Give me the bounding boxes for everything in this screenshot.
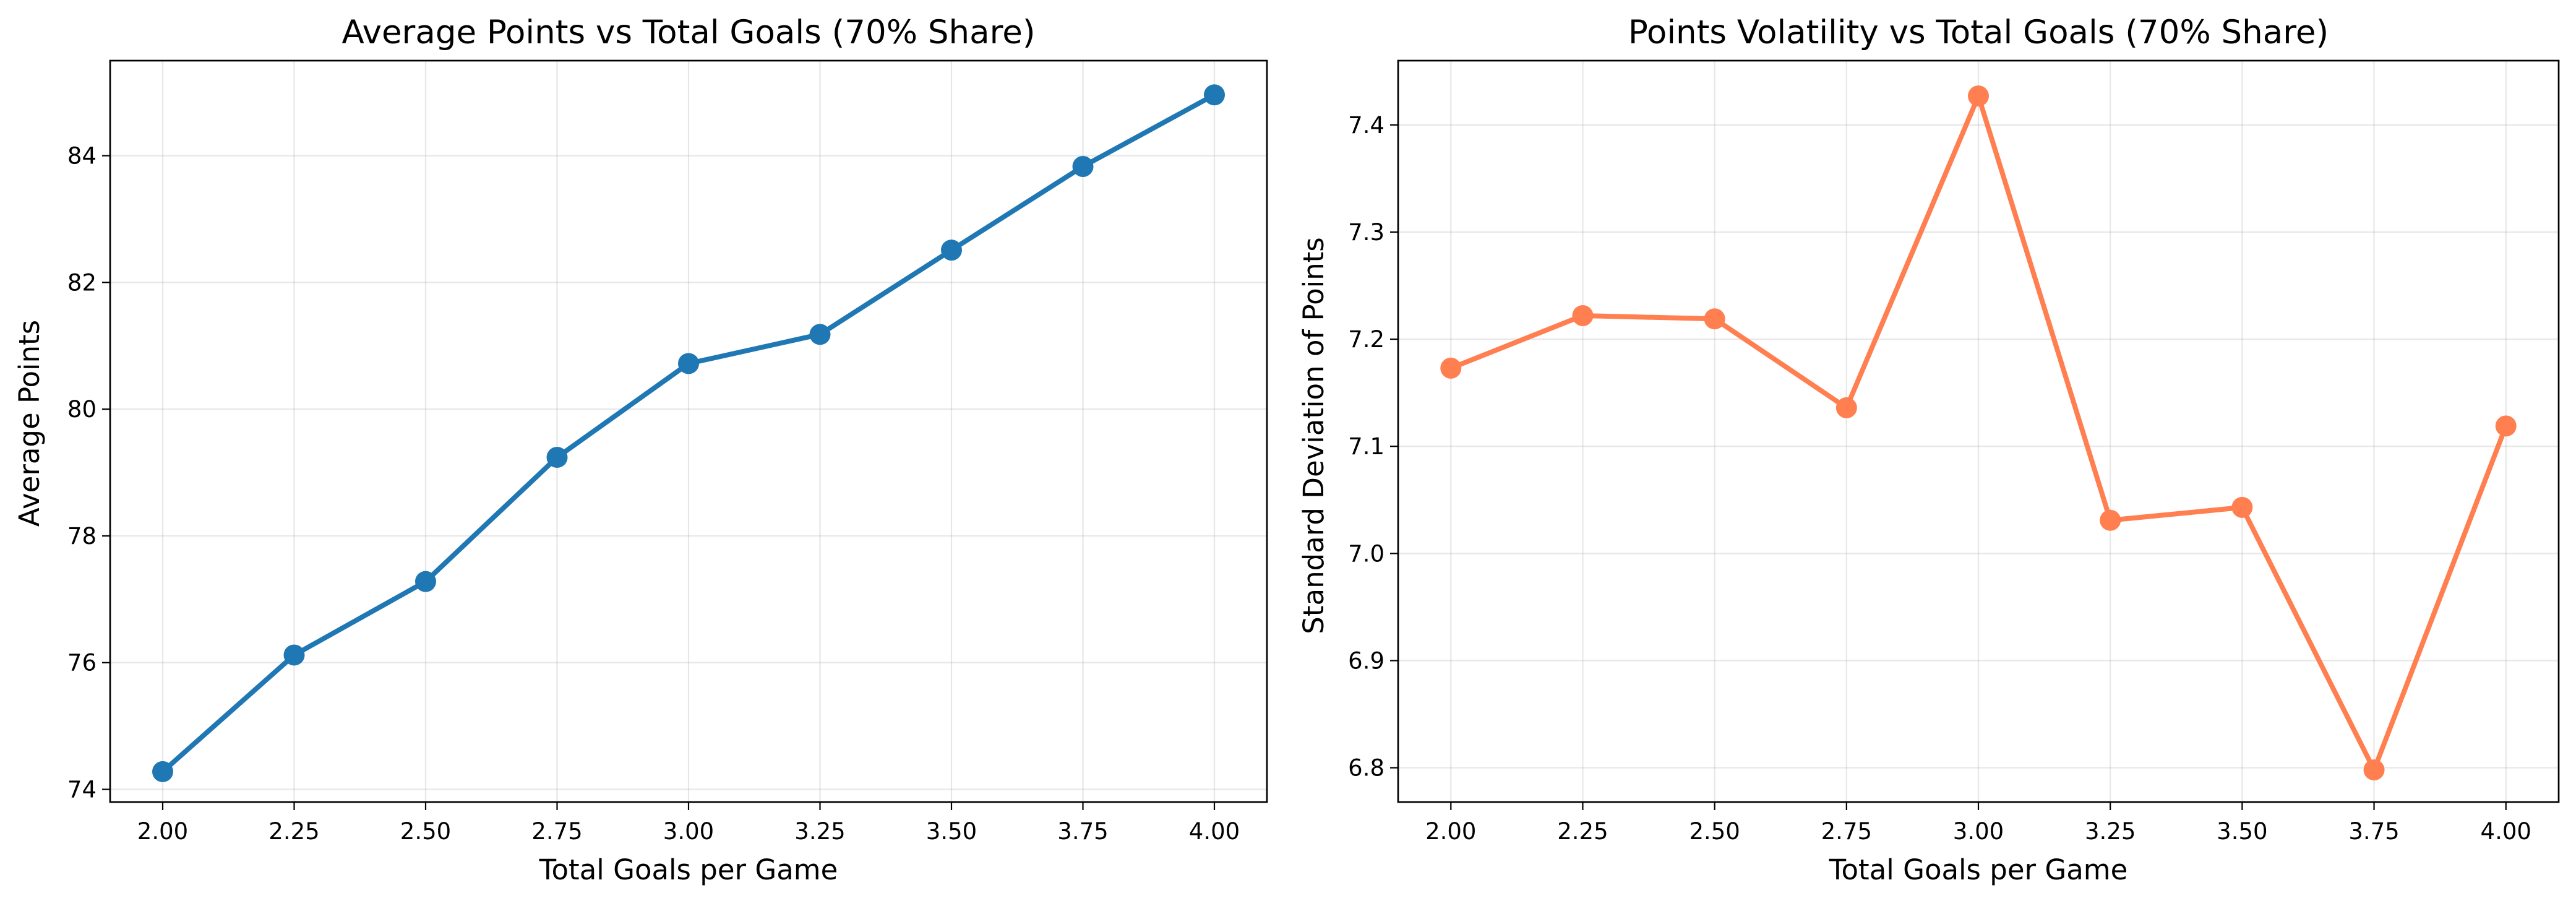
x-tick-label: 2.50 (400, 818, 451, 845)
y-axis-label: Standard Deviation of Points (1297, 237, 1330, 634)
data-point (1440, 357, 1462, 379)
x-tick-label: 3.25 (794, 818, 845, 845)
x-ticks: 2.00 2.25 2.50 2.75 3.00 3.25 3.50 3.75 4.00 (137, 802, 1240, 845)
x-tick-label: 3.50 (926, 818, 977, 845)
x-tick-label: 3.75 (2348, 818, 2399, 845)
x-tick-label: 2.25 (1557, 818, 1608, 845)
y-axis-label: Average Points (13, 320, 46, 527)
data-point (152, 761, 173, 782)
x-tick-label: 2.00 (1425, 818, 1476, 845)
data-point (1204, 84, 1225, 106)
y-tick-label: 7.3 (1348, 219, 1385, 246)
data-point (2363, 759, 2385, 781)
data-point (1968, 85, 1989, 107)
data-point (1835, 397, 1857, 418)
chart-grid (110, 61, 1267, 802)
x-tick-label: 4.00 (1189, 818, 1240, 845)
plot-frame (1397, 59, 2560, 803)
y-tick-label: 74 (67, 777, 97, 803)
x-tick-label: 4.00 (2481, 818, 2531, 845)
plot-frame (109, 59, 1268, 803)
x-ticks: 2.00 2.25 2.50 2.75 3.00 3.25 3.50 3.75 4.00 (1425, 802, 2531, 845)
x-axis-label: Total Goals per Game (539, 853, 838, 886)
data-point (941, 239, 962, 261)
y-tick-label: 84 (67, 143, 97, 170)
data-point (2231, 496, 2253, 518)
x-tick-label: 2.75 (1821, 818, 1872, 845)
x-tick-label: 3.50 (2217, 818, 2267, 845)
x-tick-label: 3.25 (2085, 818, 2136, 845)
y-ticks: 74 76 78 80 82 84 (67, 143, 110, 803)
x-axis-label: Total Goals per Game (1829, 853, 2128, 886)
x-tick-label: 2.25 (268, 818, 319, 845)
y-tick-label: 6.9 (1348, 647, 1385, 674)
chart-points-volatility: Points Volatility vs Total Goals (70% Sh… (1297, 14, 2560, 886)
series-layer (152, 84, 1225, 782)
data-point (415, 571, 436, 592)
chart-title: Average Points vs Total Goals (70% Share… (341, 14, 1035, 51)
data-point (2495, 415, 2517, 437)
data-point (283, 644, 305, 666)
chart-grid (1398, 61, 2559, 802)
x-tick-label: 2.50 (1689, 818, 1740, 845)
series-layer (1440, 85, 2517, 781)
y-tick-label: 7.1 (1348, 433, 1385, 460)
data-point (1072, 155, 1094, 177)
y-ticks: 6.8 6.9 7.0 7.1 7.2 7.3 7.4 (1348, 112, 1398, 782)
y-tick-label: 6.8 (1348, 755, 1385, 782)
y-tick-label: 78 (67, 523, 97, 550)
data-point (1704, 308, 1725, 330)
x-tick-label: 3.00 (1953, 818, 2004, 845)
x-tick-label: 3.75 (1057, 818, 1108, 845)
x-tick-label: 2.00 (137, 818, 188, 845)
y-tick-label: 7.4 (1348, 112, 1385, 139)
data-point (546, 446, 568, 468)
data-point (678, 353, 699, 374)
chart-average-points: Average Points vs Total Goals (70% Share… (13, 14, 1268, 886)
y-tick-label: 7.2 (1348, 326, 1385, 353)
y-tick-label: 80 (67, 396, 97, 423)
y-tick-label: 76 (67, 650, 97, 676)
data-point (2100, 509, 2121, 531)
x-tick-label: 2.75 (531, 818, 582, 845)
data-point (809, 324, 831, 345)
chart-title: Points Volatility vs Total Goals (70% Sh… (1628, 14, 2329, 51)
y-tick-label: 82 (67, 269, 97, 296)
x-tick-label: 3.00 (663, 818, 714, 845)
y-tick-label: 7.0 (1348, 540, 1385, 567)
data-point (1572, 305, 1594, 327)
